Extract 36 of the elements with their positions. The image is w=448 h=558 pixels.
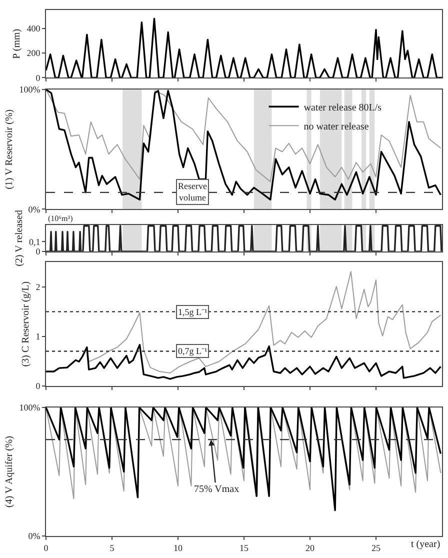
x-tick-label: 0 [44, 542, 49, 553]
y-tick-label: 1 [36, 332, 40, 342]
y-axis-title: (4) V Aquifer (%) [4, 436, 16, 508]
y-tick-label: 100% [19, 402, 41, 413]
y-tick-label: 0 [36, 246, 41, 257]
x-tick-label: 25 [372, 542, 381, 553]
y-tick-label: 0% [28, 204, 41, 214]
annotation: 75% Vmax [194, 484, 240, 495]
y-axis-title: (2) V released [14, 210, 25, 266]
y-tick-label: 400 [26, 24, 41, 34]
y-axis-title: P (mm) [12, 28, 23, 59]
y-axis-title: (1) V Reservoir (%) [4, 109, 16, 190]
ref-line-label: 1,5g L⁻¹ [178, 307, 208, 317]
y-axis-title: (3) C Reservoir (g/L) [20, 281, 32, 367]
y-tick-label: 2 [36, 282, 40, 292]
ref-line-label: Reserve volume [178, 181, 207, 203]
y-tick-label: 0% [28, 531, 41, 542]
y-tick-label: 0 [36, 381, 41, 392]
y-tick-label: 100% [19, 84, 41, 95]
ref-line-label: 0,7g L⁻¹ [178, 346, 208, 356]
line-series [46, 18, 442, 78]
legend-label: no water release [304, 122, 370, 133]
y-tick-label: 200 [26, 48, 41, 58]
line-series [46, 89, 442, 200]
line-series [46, 344, 442, 380]
x-tick-label: 5 [110, 542, 115, 553]
x-tick-label: 10 [174, 542, 183, 553]
y-tick-label: 0,1 [28, 236, 40, 247]
y-tick-label: 0 [36, 72, 41, 83]
line-series [86, 271, 442, 374]
x-tick-label: 20 [306, 542, 315, 553]
x-axis-title: t (year) [411, 539, 440, 550]
x-tick-label: 15 [240, 542, 249, 553]
line-series [46, 89, 442, 182]
text: (10⁶m³) [48, 214, 74, 223]
legend-label: water release 80L/s [304, 102, 382, 114]
